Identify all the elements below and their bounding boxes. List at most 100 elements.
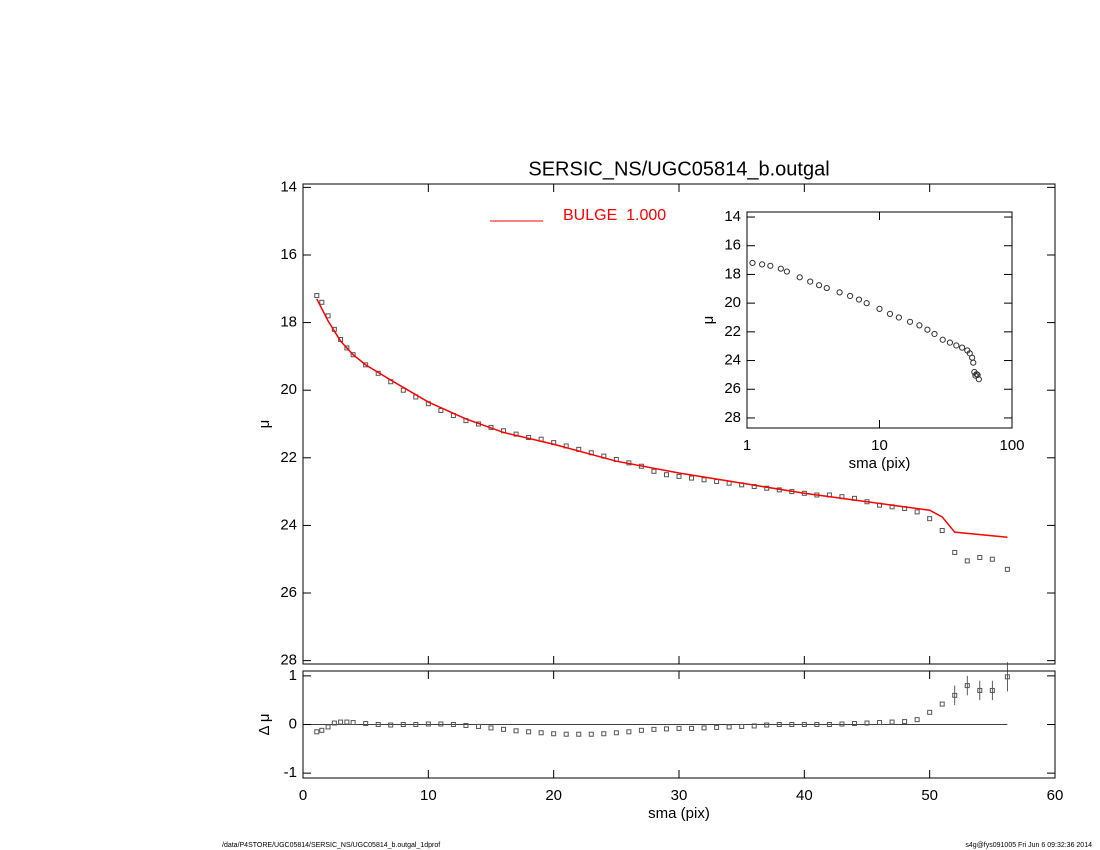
data-point	[651, 726, 657, 732]
data-point	[538, 730, 544, 736]
data-point	[931, 330, 938, 338]
data-point	[325, 724, 331, 730]
data-point	[363, 362, 369, 368]
data-point	[914, 717, 920, 723]
data-point	[927, 516, 933, 522]
data-point	[400, 722, 406, 727]
data-point	[847, 292, 854, 300]
data-point	[939, 701, 945, 707]
data-point	[344, 345, 350, 351]
data-point	[425, 721, 431, 727]
data-point	[970, 359, 977, 366]
data-point	[989, 687, 995, 693]
data-point	[338, 719, 344, 725]
data-point	[877, 720, 883, 726]
data-point	[689, 725, 695, 731]
x-tick-label: 0	[299, 787, 307, 804]
data-point	[613, 730, 619, 736]
y-tick-label: 16	[280, 246, 297, 263]
x-tick-label: 10	[420, 787, 437, 804]
chart-title: SERSIC_NS/UGC05814_b.outgal	[528, 158, 829, 180]
data-point	[663, 472, 669, 478]
y-tick-label: 26	[280, 584, 297, 601]
y-tick-label: 22	[724, 323, 741, 340]
data-point	[726, 724, 732, 730]
data-point	[815, 282, 823, 289]
y-tick-label: 28	[280, 652, 297, 669]
data-point	[952, 549, 958, 555]
data-point	[886, 310, 894, 318]
data-point	[906, 318, 914, 325]
y-tick-label: 14	[724, 208, 741, 225]
x-tick-label: 50	[921, 787, 938, 804]
data-point	[964, 683, 970, 689]
x-axis-label: sma (pix)	[648, 805, 710, 822]
data-point	[914, 509, 920, 515]
data-point	[751, 723, 757, 729]
data-point	[823, 284, 830, 292]
model-line	[316, 298, 1008, 538]
data-point	[946, 339, 954, 346]
data-point	[450, 722, 456, 727]
footer-right: s4g@fys091005 Fri Jun 6 09:32:36 2014	[965, 842, 1092, 849]
data-point	[319, 299, 325, 305]
y-tick-label: 14	[280, 178, 297, 195]
data-point	[319, 727, 325, 733]
data-point	[676, 725, 682, 731]
data-point	[331, 720, 337, 726]
data-point	[663, 726, 669, 732]
data-point	[953, 342, 960, 349]
data-point	[916, 322, 923, 329]
data-point	[777, 265, 784, 272]
data-point	[783, 268, 790, 275]
y-tick-label: 24	[280, 516, 297, 533]
data-point	[814, 722, 820, 727]
data-point	[1004, 566, 1010, 572]
data-point	[488, 725, 494, 731]
data-point	[689, 475, 695, 481]
x-tick-label: 10	[871, 437, 888, 454]
data-point	[836, 289, 843, 296]
data-point	[876, 305, 883, 312]
data-point	[388, 722, 394, 728]
data-point	[902, 719, 908, 725]
y-tick-label: 18	[280, 314, 297, 331]
y-axis-label: Δ μ	[256, 713, 273, 735]
data-point	[796, 274, 803, 281]
data-point	[927, 709, 933, 715]
y-tick-label: 0	[289, 715, 297, 732]
data-point	[851, 721, 857, 727]
data-point	[975, 376, 982, 383]
data-point	[969, 354, 976, 361]
data-point	[889, 719, 895, 725]
y-tick-label: 16	[724, 237, 741, 254]
data-point	[350, 352, 356, 358]
data-point	[801, 722, 807, 727]
x-tick-label: 20	[545, 787, 562, 804]
data-point	[1004, 674, 1010, 680]
data-point	[939, 527, 945, 533]
data-point	[749, 259, 756, 267]
y-tick-label: 22	[280, 449, 297, 466]
y-tick-label: 28	[724, 409, 741, 426]
data-point	[475, 723, 481, 729]
data-point	[651, 468, 657, 474]
data-point	[350, 720, 356, 726]
x-tick-label: 30	[671, 787, 688, 804]
data-point	[551, 731, 557, 737]
plot-frame	[746, 211, 1013, 429]
data-point	[964, 558, 970, 564]
x-tick-label: 1	[743, 437, 751, 454]
y-tick-label: 26	[724, 380, 741, 397]
data-point	[438, 721, 444, 727]
data-point	[739, 723, 745, 729]
data-point	[676, 473, 682, 479]
data-point	[576, 731, 582, 737]
y-tick-label: 20	[724, 294, 741, 311]
data-point	[588, 731, 594, 737]
x-tick-label: 40	[796, 787, 813, 804]
y-axis-label: μ	[700, 316, 717, 325]
y-tick-label: 1	[289, 667, 297, 684]
